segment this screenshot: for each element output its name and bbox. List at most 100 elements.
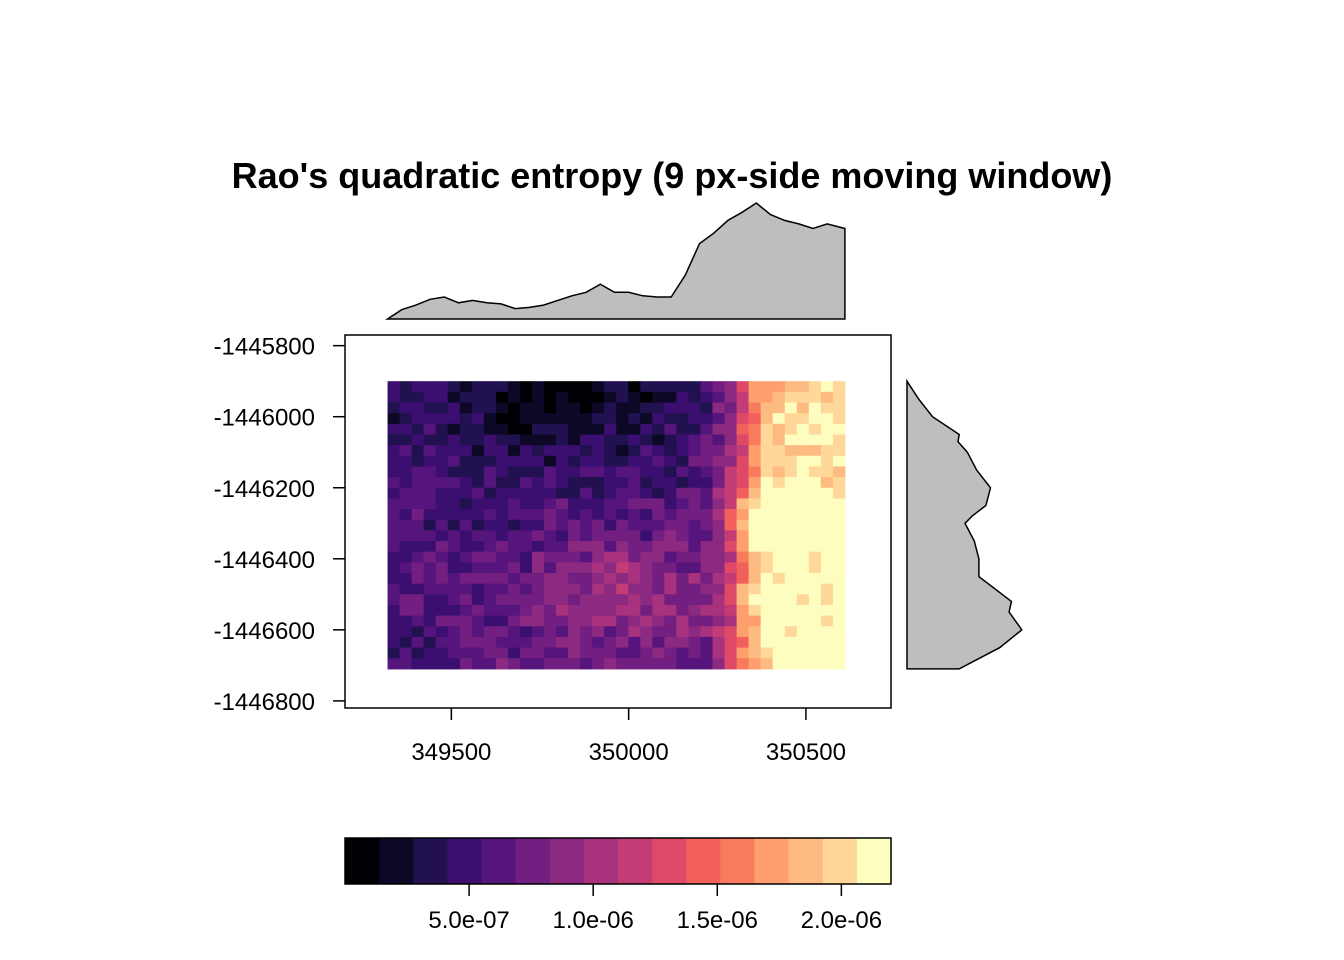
raster-cell bbox=[483, 477, 497, 489]
raster-cell bbox=[784, 530, 798, 542]
raster-cell bbox=[640, 658, 653, 670]
raster-cell bbox=[784, 519, 798, 531]
raster-cell bbox=[688, 434, 701, 446]
raster-cell bbox=[387, 658, 401, 670]
raster-cell bbox=[604, 647, 617, 659]
raster-cell bbox=[724, 594, 738, 606]
x-axis: 349500 350000 350500 bbox=[411, 708, 846, 766]
raster-cell bbox=[519, 413, 533, 425]
raster-cell bbox=[664, 626, 677, 638]
raster-cell bbox=[772, 626, 786, 638]
raster-cell bbox=[531, 455, 545, 467]
raster-cell bbox=[832, 658, 846, 670]
raster-cell bbox=[411, 594, 425, 606]
raster-cell bbox=[580, 562, 593, 574]
raster-cell bbox=[832, 594, 846, 606]
raster-cell bbox=[568, 487, 581, 499]
raster-cell bbox=[556, 509, 569, 521]
raster-cell bbox=[700, 551, 714, 563]
raster-cell bbox=[531, 626, 545, 638]
raster-cell bbox=[531, 413, 545, 425]
raster-cell bbox=[483, 487, 497, 499]
raster-cell bbox=[820, 541, 834, 553]
raster-cell bbox=[604, 573, 617, 585]
raster-cell bbox=[796, 391, 810, 403]
raster-cell bbox=[712, 434, 726, 446]
raster-cell bbox=[664, 562, 677, 574]
raster-cell bbox=[592, 562, 605, 574]
raster-cell bbox=[423, 658, 437, 670]
raster-cell bbox=[471, 562, 485, 574]
raster-cell bbox=[772, 636, 786, 649]
raster-cell bbox=[483, 615, 497, 627]
colorbar-swatch bbox=[345, 838, 380, 884]
raster-cell bbox=[676, 477, 689, 489]
raster-cell bbox=[411, 402, 425, 414]
raster-cell bbox=[411, 626, 425, 638]
raster-cell bbox=[832, 455, 846, 467]
raster-cell bbox=[676, 551, 689, 563]
raster-cell bbox=[676, 530, 689, 542]
raster-cell bbox=[471, 519, 485, 531]
raster-cell bbox=[556, 615, 569, 627]
raster-cell bbox=[387, 391, 401, 403]
raster-cell bbox=[399, 658, 413, 670]
colorbar-tick-label: 1.5e-06 bbox=[677, 907, 758, 934]
raster-cell bbox=[772, 551, 786, 563]
raster-cell bbox=[820, 402, 834, 414]
raster-cell bbox=[423, 541, 437, 553]
raster-cell bbox=[544, 466, 557, 478]
raster-cell bbox=[700, 636, 714, 649]
raster-cell bbox=[616, 541, 629, 553]
raster-cell bbox=[724, 658, 738, 670]
raster-cell bbox=[519, 604, 533, 617]
raster-cell bbox=[568, 509, 581, 521]
raster-cell bbox=[507, 455, 521, 467]
raster-cell bbox=[688, 583, 701, 595]
raster-cell bbox=[507, 594, 521, 606]
raster-cell bbox=[519, 477, 533, 489]
raster-cell bbox=[640, 434, 653, 446]
raster-cell bbox=[664, 423, 677, 435]
raster-cell bbox=[544, 455, 557, 467]
raster-cell bbox=[399, 530, 413, 542]
colorbar-swatch bbox=[481, 838, 517, 884]
raster-cell bbox=[772, 594, 786, 606]
raster-cell bbox=[820, 477, 834, 489]
raster-cell bbox=[495, 573, 509, 585]
raster-cell bbox=[519, 573, 533, 585]
raster-cell bbox=[748, 498, 762, 510]
raster-cell bbox=[748, 636, 762, 649]
raster-cell bbox=[399, 594, 413, 606]
raster-cell bbox=[531, 423, 545, 435]
raster-cell bbox=[820, 636, 834, 649]
raster-cell bbox=[736, 604, 750, 617]
raster-cell bbox=[495, 391, 509, 403]
raster-cell bbox=[640, 466, 653, 478]
raster-cell bbox=[616, 594, 629, 606]
raster-cell bbox=[531, 562, 545, 574]
raster-cell bbox=[796, 573, 810, 585]
raster-cell bbox=[519, 530, 533, 542]
raster-cell bbox=[820, 423, 834, 435]
raster-cell bbox=[483, 658, 497, 670]
raster-cell bbox=[736, 541, 750, 553]
raster-cell bbox=[483, 434, 497, 446]
raster-cell bbox=[676, 391, 689, 403]
y-tick-label: -1446200 bbox=[214, 476, 315, 503]
raster-cell bbox=[748, 466, 762, 478]
raster-cell bbox=[568, 530, 581, 542]
raster-cell bbox=[640, 530, 653, 542]
raster-cell bbox=[688, 455, 701, 467]
raster-cell bbox=[471, 573, 485, 585]
raster-cell bbox=[676, 541, 689, 553]
raster-cell bbox=[796, 562, 810, 574]
raster-cell bbox=[772, 519, 786, 531]
raster-cell bbox=[676, 445, 689, 457]
raster-cell bbox=[724, 604, 738, 617]
raster-cell bbox=[820, 658, 834, 670]
raster-cell bbox=[556, 541, 569, 553]
raster-cell bbox=[556, 445, 569, 457]
raster-cell bbox=[664, 455, 677, 467]
raster-cell bbox=[447, 509, 461, 521]
